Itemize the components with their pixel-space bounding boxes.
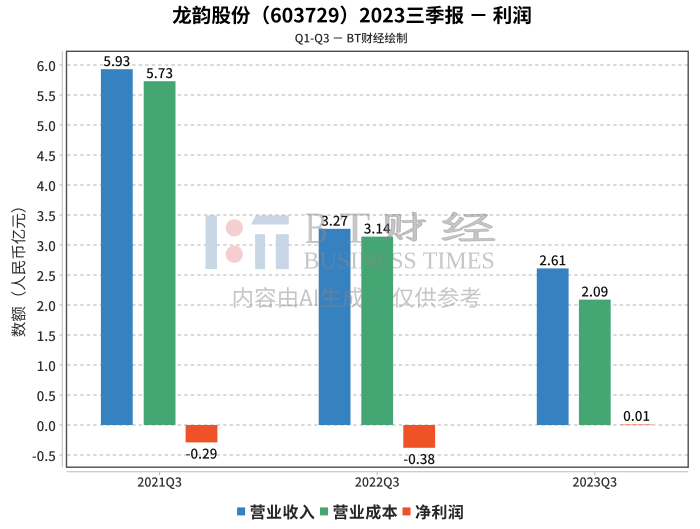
svg-text:B: B [305,202,328,252]
svg-text:BUSINESS TIMES: BUSINESS TIMES [303,249,494,275]
svg-text:T: T [340,203,371,252]
